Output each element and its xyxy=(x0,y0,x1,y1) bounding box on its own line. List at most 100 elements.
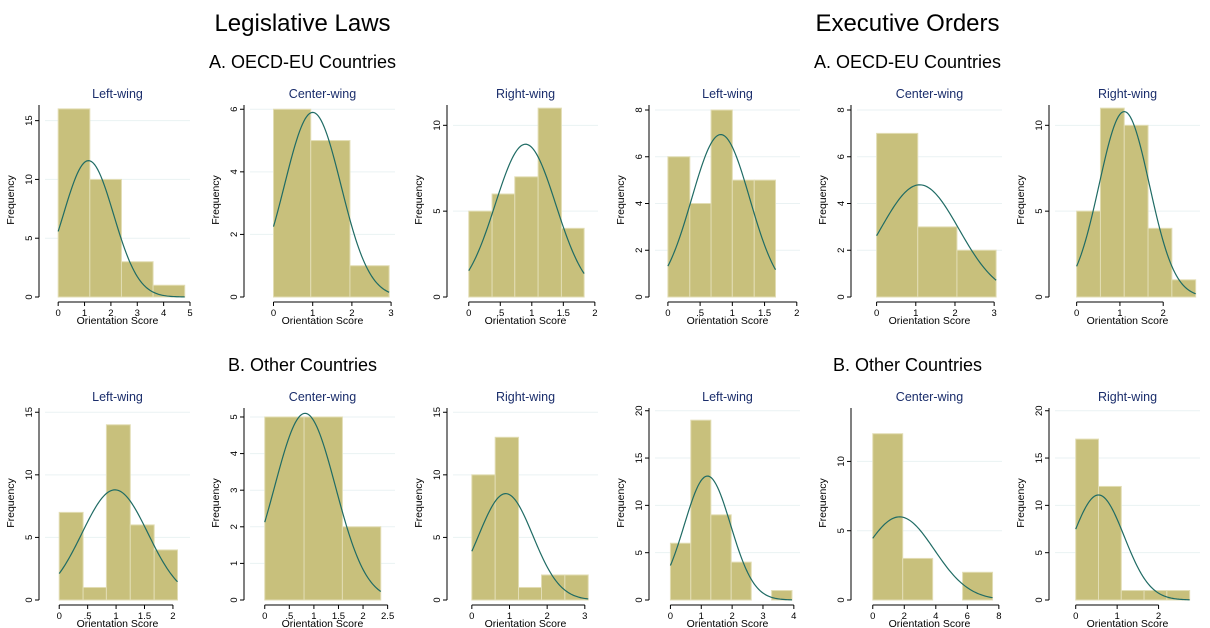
y-tick-label: 0 xyxy=(634,294,645,299)
x-tick-label: 2 xyxy=(592,308,597,319)
y-tick-label: 2 xyxy=(229,524,240,529)
x-tick-label: 1 xyxy=(507,611,512,622)
x-tick-label: 0 xyxy=(469,611,474,622)
x-tick-label: 0 xyxy=(262,611,267,622)
chart-title: Right-wing xyxy=(1098,390,1157,404)
y-tick-label: 3 xyxy=(229,488,240,493)
histogram-bar xyxy=(82,586,107,601)
y-tick-label: 5 xyxy=(836,528,847,533)
histogram-bar xyxy=(876,132,919,298)
histogram-bar xyxy=(560,227,585,298)
histogram-legislative-laws-b-center-wing: Center-wing 0 1 2 3 4 5 0 .5 1 1.5 2 2.5 Orientation … xyxy=(210,390,395,628)
histogram-executive-orders-b-left-wing: Left-wing 0 5 10 15 20 0 1 2 3 4 Orientation Score F… xyxy=(615,390,800,628)
y-tick-label: 5 xyxy=(229,414,240,419)
x-tick-label: 2.5 xyxy=(381,611,394,622)
histogram-bar xyxy=(303,416,343,601)
y-tick-label: 10 xyxy=(1034,500,1045,511)
normal-density-curve xyxy=(57,160,185,298)
normal-density-curve xyxy=(667,133,777,270)
x-tick-label: .5 xyxy=(285,611,293,622)
x-axis-label: Orientation Score xyxy=(485,618,567,628)
histogram-executive-orders-a-left-wing: Left-wing 0 2 4 6 8 0 .5 1 1.5 2 Orientation Score F… xyxy=(615,87,800,327)
y-axis-label: Frequency xyxy=(413,174,425,224)
y-tick-label: 4 xyxy=(836,201,847,206)
y-tick-label: 0 xyxy=(1034,294,1045,299)
histogram-bar xyxy=(105,424,131,601)
x-tick-label: 1 xyxy=(310,308,315,319)
y-tick-label: 5 xyxy=(432,535,443,540)
x-tick-label: 1 xyxy=(82,308,87,319)
y-tick-label: 20 xyxy=(634,405,645,416)
x-axis-label: Orientation Score xyxy=(77,315,159,327)
y-tick-label: 0 xyxy=(432,597,443,602)
histogram-bar xyxy=(494,436,520,601)
histogram-bar xyxy=(1123,124,1149,298)
x-tick-label: 4 xyxy=(933,611,938,622)
y-tick-label: 0 xyxy=(229,294,240,299)
y-axis-label: Frequency xyxy=(1015,174,1027,224)
x-tick-label: 2 xyxy=(108,308,113,319)
y-tick-label: 10 xyxy=(24,470,35,481)
x-tick-label: 2 xyxy=(1161,308,1166,319)
x-tick-label: 1.5 xyxy=(758,308,771,319)
x-tick-label: 0 xyxy=(665,308,670,319)
x-tick-label: 4 xyxy=(161,308,166,319)
x-tick-label: 0 xyxy=(668,611,673,622)
y-tick-label: 0 xyxy=(24,597,35,602)
x-tick-label: 1 xyxy=(113,611,118,622)
x-tick-label: 2 xyxy=(729,611,734,622)
histogram-bar xyxy=(902,557,934,601)
x-tick-label: 0 xyxy=(57,611,62,622)
histogram-bar xyxy=(1076,210,1101,298)
x-tick-label: 1 xyxy=(529,308,534,319)
chart-title: Right-wing xyxy=(496,390,555,404)
x-tick-label: 0 xyxy=(1073,611,1078,622)
y-axis-label: Frequency xyxy=(615,174,627,224)
histogram-bar xyxy=(731,179,755,298)
x-tick-label: 3 xyxy=(582,611,587,622)
legislative-panel-a-title: A. OECD-EU Countries xyxy=(208,52,397,72)
histogram-bar xyxy=(1099,107,1125,298)
x-tick-label: 1 xyxy=(699,611,704,622)
y-tick-label: 0 xyxy=(432,294,443,299)
normal-density-curve xyxy=(876,184,997,281)
histogram-bar xyxy=(710,514,732,601)
x-tick-label: 1 xyxy=(1117,308,1122,319)
y-tick-label: 5 xyxy=(24,236,35,241)
y-tick-label: 6 xyxy=(229,107,240,112)
histogram-bar xyxy=(690,419,712,601)
x-tick-label: 2 xyxy=(545,611,550,622)
x-tick-label: 0 xyxy=(56,308,61,319)
chart-title: Left-wing xyxy=(702,87,753,101)
y-tick-label: 4 xyxy=(229,451,240,456)
y-axis-label: Frequency xyxy=(5,477,17,527)
x-axis-label: Orientation Score xyxy=(687,315,769,327)
y-tick-label: 10 xyxy=(24,174,35,185)
histogram-bar xyxy=(153,549,178,601)
x-tick-label: 8 xyxy=(996,611,1001,622)
y-tick-label: 5 xyxy=(432,209,443,214)
y-tick-label: 5 xyxy=(1034,209,1045,214)
histogram-bar xyxy=(120,261,154,298)
chart-title: Center-wing xyxy=(289,87,356,101)
x-tick-label: 3 xyxy=(135,308,140,319)
normal-density-curve xyxy=(264,412,382,592)
y-axis-label: Frequency xyxy=(1015,477,1027,527)
histogram-bar xyxy=(341,526,382,601)
y-tick-label: 6 xyxy=(634,154,645,159)
legislative-panel-b-title: B. Other Countries xyxy=(227,355,378,375)
y-tick-label: 10 xyxy=(836,456,847,467)
x-axis-label: Orientation Score xyxy=(1087,315,1169,327)
normal-density-curve xyxy=(471,493,589,600)
normal-density-curve xyxy=(58,489,178,583)
y-axis-label: Frequency xyxy=(210,477,222,527)
y-tick-label: 2 xyxy=(836,248,847,253)
histogram-bar xyxy=(89,178,122,298)
y-tick-label: 15 xyxy=(24,407,35,418)
x-tick-label: 1 xyxy=(1114,611,1119,622)
histogram-legislative-laws-b-left-wing: Left-wing 0 5 10 15 0 .5 1 1.5 2 Orientation Score… xyxy=(5,390,190,628)
histogram-bar xyxy=(1098,485,1122,601)
x-tick-label: 1 xyxy=(913,308,918,319)
